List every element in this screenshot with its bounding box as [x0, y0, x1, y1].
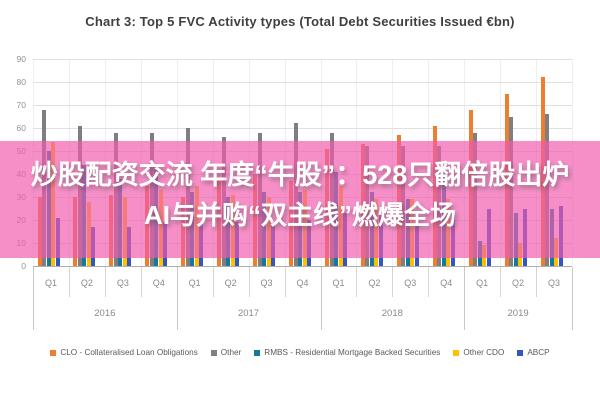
gridline — [33, 128, 572, 129]
gridline — [33, 105, 572, 106]
x-axis-quarter-separator — [428, 267, 430, 297]
x-axis-year-label: 2018 — [381, 308, 403, 319]
x-axis-quarter-label: Q2 — [224, 278, 237, 288]
x-axis-year-separator — [572, 267, 573, 330]
x-axis-quarter-label: Q3 — [260, 278, 273, 288]
legend-swatch — [517, 349, 524, 356]
legend-item: Other — [210, 348, 242, 357]
legend-label: Other — [220, 348, 242, 357]
x-axis-quarter-label: Q2 — [80, 278, 93, 288]
x-axis-quarter-label: Q3 — [116, 278, 129, 288]
x-axis-year-label: 2017 — [237, 308, 260, 319]
x-axis-quarter-label: Q3 — [404, 278, 417, 288]
legend-label: Other CDO — [463, 348, 505, 357]
x-axis-year-separator — [464, 267, 466, 330]
x-axis-quarter-label: Q1 — [188, 278, 201, 288]
y-tick-label: 80 — [16, 77, 26, 87]
y-tick-label: 0 — [21, 261, 26, 271]
gridline — [33, 59, 572, 60]
y-tick-label: 70 — [16, 100, 26, 110]
x-axis-quarter-label: Q4 — [296, 278, 309, 288]
x-axis-quarter-label: Q4 — [440, 278, 453, 288]
x-axis-quarter-label: Q1 — [44, 278, 57, 288]
x-axis-year-separator — [320, 267, 322, 330]
promo-text-line1: 炒股配资交流 年度“牛股”：528只翻倍股出炉 — [30, 160, 570, 190]
x-axis-year-separator — [176, 267, 178, 330]
x-axis-quarter-label: Q1 — [476, 278, 489, 288]
x-axis-quarter-separator — [68, 267, 70, 297]
x-axis-quarter-label: Q2 — [512, 278, 525, 288]
x-axis-year-label: 2019 — [507, 308, 529, 319]
legend-swatch — [453, 349, 460, 356]
x-axis-quarter-label: Q3 — [548, 278, 561, 288]
chart-title: Chart 3: Top 5 FVC Activity types (Total… — [85, 14, 515, 29]
x-axis-quarter-separator — [356, 267, 358, 297]
legend-label: CLO - Collateralised Loan Obligations — [60, 348, 198, 357]
legend-swatch — [210, 349, 217, 356]
x-axis-quarter-label: Q1 — [332, 278, 345, 288]
x-axis-year-label: 2016 — [94, 308, 116, 319]
legend-swatch — [254, 349, 261, 356]
x-axis-quarter-separator — [500, 267, 502, 297]
y-tick-label: 90 — [16, 54, 26, 64]
legend-swatch — [50, 349, 57, 356]
x-axis-quarter-separator — [284, 267, 286, 297]
x-axis-quarter-separator — [392, 267, 394, 297]
x-axis-line — [33, 266, 572, 267]
chart-legend: CLO - Collateralised Loan Obligations Oth… — [0, 348, 600, 357]
x-axis-quarter-label: Q2 — [368, 278, 381, 288]
x-axis-quarter-label: Q4 — [152, 278, 165, 288]
promo-overlay-band: 炒股配资交流 年度“牛股”：528只翻倍股出炉 AI与并购“双主线”燃爆全场 — [0, 141, 600, 258]
promo-text-line2: AI与并购“双主线”燃爆全场 — [143, 200, 456, 230]
x-axis-quarter-separator — [104, 267, 106, 297]
legend-item: ABCP — [517, 348, 550, 357]
x-axis-quarter-separator — [140, 267, 142, 297]
x-axis-year-separator — [33, 267, 34, 330]
gridline — [33, 82, 572, 83]
y-tick-label: 60 — [16, 123, 26, 133]
x-axis-quarter-separator — [248, 267, 250, 297]
legend-label: RMBS - Residential Mortgage Backed Secur… — [264, 348, 441, 357]
legend-item: RMBS - Residential Mortgage Backed Secur… — [254, 348, 440, 357]
x-axis-quarter-separator — [212, 267, 214, 297]
legend-item: CLO - Collateralised Loan Obligations — [50, 348, 198, 357]
legend-label: ABCP — [527, 348, 550, 357]
x-axis-quarter-separator — [536, 267, 538, 297]
legend-item: Other CDO — [453, 348, 504, 357]
